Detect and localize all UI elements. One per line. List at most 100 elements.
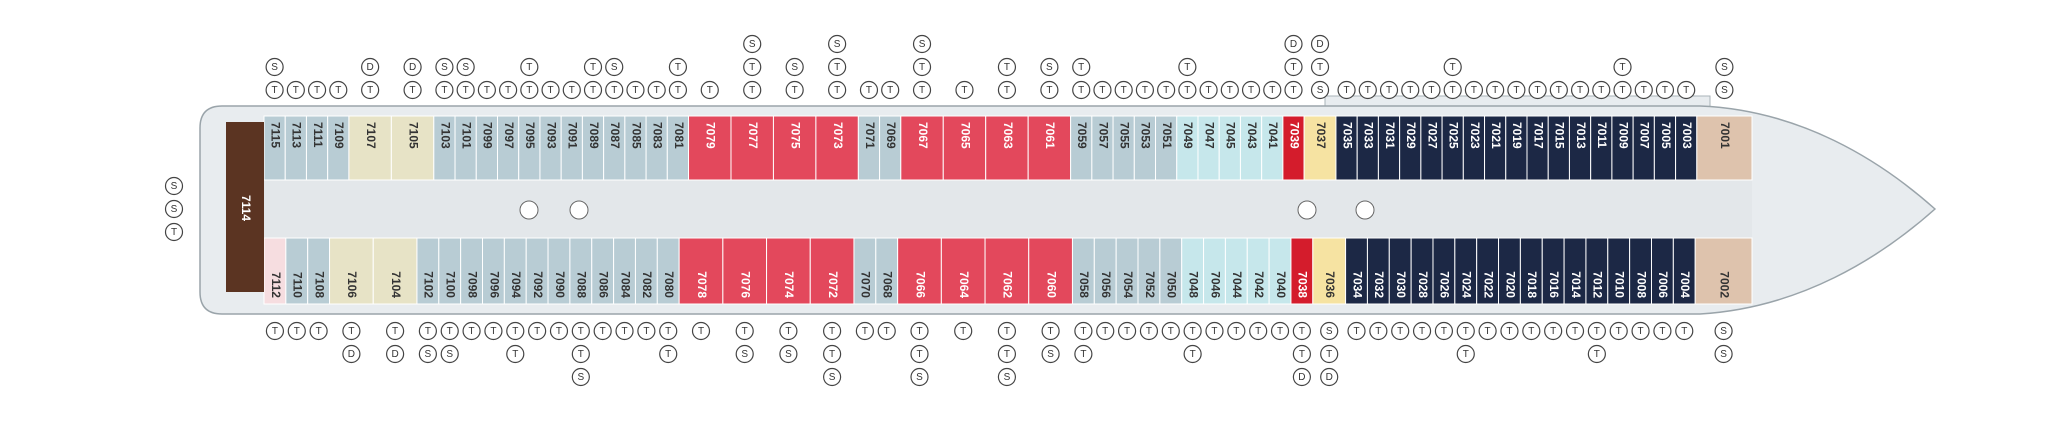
icon-circle — [1587, 321, 1606, 341]
icon-circle — [1178, 57, 1197, 77]
icon-circle — [549, 321, 569, 341]
cabin — [1694, 237, 1753, 305]
cabin-number: 7060 — [1044, 271, 1058, 298]
icon-circle — [659, 344, 678, 364]
cabin-number: 7048 — [1186, 271, 1200, 298]
icon-letter: T — [1078, 62, 1084, 73]
icon-circle — [309, 321, 328, 341]
icon-circle — [954, 321, 973, 341]
cabin-number: 7047 — [1202, 122, 1216, 149]
cabin-number: 7082 — [640, 271, 654, 298]
icon-circle — [418, 321, 437, 341]
icon-letter: T — [556, 326, 562, 337]
icon-circle — [647, 80, 666, 100]
icon-letter: T — [1248, 85, 1254, 96]
icon-letter: T — [834, 85, 840, 96]
icon-circle — [1464, 80, 1484, 100]
cabin-number: 7018 — [1525, 271, 1539, 298]
icon-letter: S — [1047, 349, 1054, 360]
cabin-number: 7070 — [859, 271, 873, 298]
cabin — [678, 237, 724, 305]
cabin-number: 7062 — [1001, 271, 1015, 298]
cabin-number: 7049 — [1181, 122, 1195, 149]
cabin-number: 7038 — [1296, 271, 1310, 298]
icon-letter: T — [534, 326, 540, 337]
cabin — [372, 237, 418, 305]
icon-letter: T — [1211, 326, 1217, 337]
cabin-number: 7050 — [1165, 271, 1179, 298]
icon-letter: T — [1290, 85, 1296, 96]
icon-letter: S — [1721, 85, 1728, 96]
icon-circle — [997, 80, 1017, 100]
icon-circle — [386, 344, 405, 364]
cabin-number: 7027 — [1425, 122, 1439, 149]
icon-circle — [1715, 57, 1734, 77]
icon-circle — [1507, 80, 1526, 100]
icon-letter: T — [1004, 326, 1010, 337]
icon-letter: S — [1720, 349, 1727, 360]
icon-letter: T — [1206, 85, 1212, 96]
icon-letter: T — [960, 326, 966, 337]
icon-letter: D — [348, 349, 355, 360]
cabin-number: 7072 — [826, 271, 840, 298]
cabin-number: 7040 — [1274, 271, 1288, 298]
icon-letter: T — [665, 349, 671, 360]
icon-circle — [1183, 344, 1202, 364]
icon-letter: T — [1619, 85, 1625, 96]
icon-circle — [1161, 321, 1180, 341]
icon-letter: S — [462, 62, 469, 73]
icon-circle — [520, 57, 539, 77]
icon-letter: T — [1572, 326, 1578, 337]
icon-circle — [1522, 321, 1541, 341]
icon-letter: T — [665, 326, 671, 337]
icon-letter: T — [1277, 326, 1283, 337]
icon-letter: S — [1317, 85, 1324, 96]
icon-circle — [1135, 80, 1155, 100]
icon-circle — [779, 344, 798, 364]
cabin-number: 7087 — [608, 122, 622, 149]
icon-circle — [418, 344, 437, 364]
cabin-number: 7097 — [502, 122, 516, 149]
icon-circle — [1310, 34, 1330, 54]
icon-circle — [583, 80, 603, 100]
icon-letter: T — [1142, 85, 1148, 96]
icon-circle — [1369, 321, 1388, 341]
icon-circle — [605, 80, 624, 100]
cabin — [1312, 237, 1347, 305]
cabin-number: 7106 — [345, 271, 359, 298]
icon-letter: D — [367, 62, 374, 73]
icon-circle — [1347, 321, 1366, 341]
icon-circle — [499, 80, 518, 100]
icon-letter: S — [791, 62, 798, 73]
icon-letter: T — [484, 85, 490, 96]
cabin-number: 7029 — [1404, 122, 1418, 149]
icon-circle — [1074, 344, 1093, 364]
cabin-number: 7112 — [269, 272, 283, 298]
icon-circle — [659, 321, 678, 341]
icon-circle — [342, 321, 361, 341]
cabin-number: 7026 — [1438, 271, 1452, 298]
icon-circle — [571, 321, 590, 341]
icon-letter: T — [1662, 85, 1668, 96]
icon-letter: T — [490, 326, 496, 337]
icon-letter: T — [1598, 85, 1604, 96]
icon-circle — [1072, 57, 1091, 77]
icon-circle — [286, 80, 305, 100]
icon-letter: T — [1463, 326, 1469, 337]
icon-letter: T — [1407, 85, 1413, 96]
icon-letter: S — [611, 62, 618, 73]
icon-letter: T — [698, 326, 704, 337]
icon-letter: T — [1048, 326, 1054, 337]
cabin-number: 7035 — [1340, 122, 1354, 149]
icon-circle — [1310, 57, 1330, 77]
icon-letter: T — [1168, 326, 1174, 337]
icon-letter: S — [441, 62, 448, 73]
icon-circle — [164, 176, 184, 196]
cabin-number: 7044 — [1230, 271, 1244, 298]
icon-letter: T — [1078, 85, 1084, 96]
icon-circle — [626, 80, 645, 100]
icon-circle — [1549, 80, 1568, 100]
cabin-number: 7083 — [651, 122, 665, 149]
cabin-number: 7004 — [1678, 271, 1692, 298]
icon-circle — [1249, 321, 1268, 341]
